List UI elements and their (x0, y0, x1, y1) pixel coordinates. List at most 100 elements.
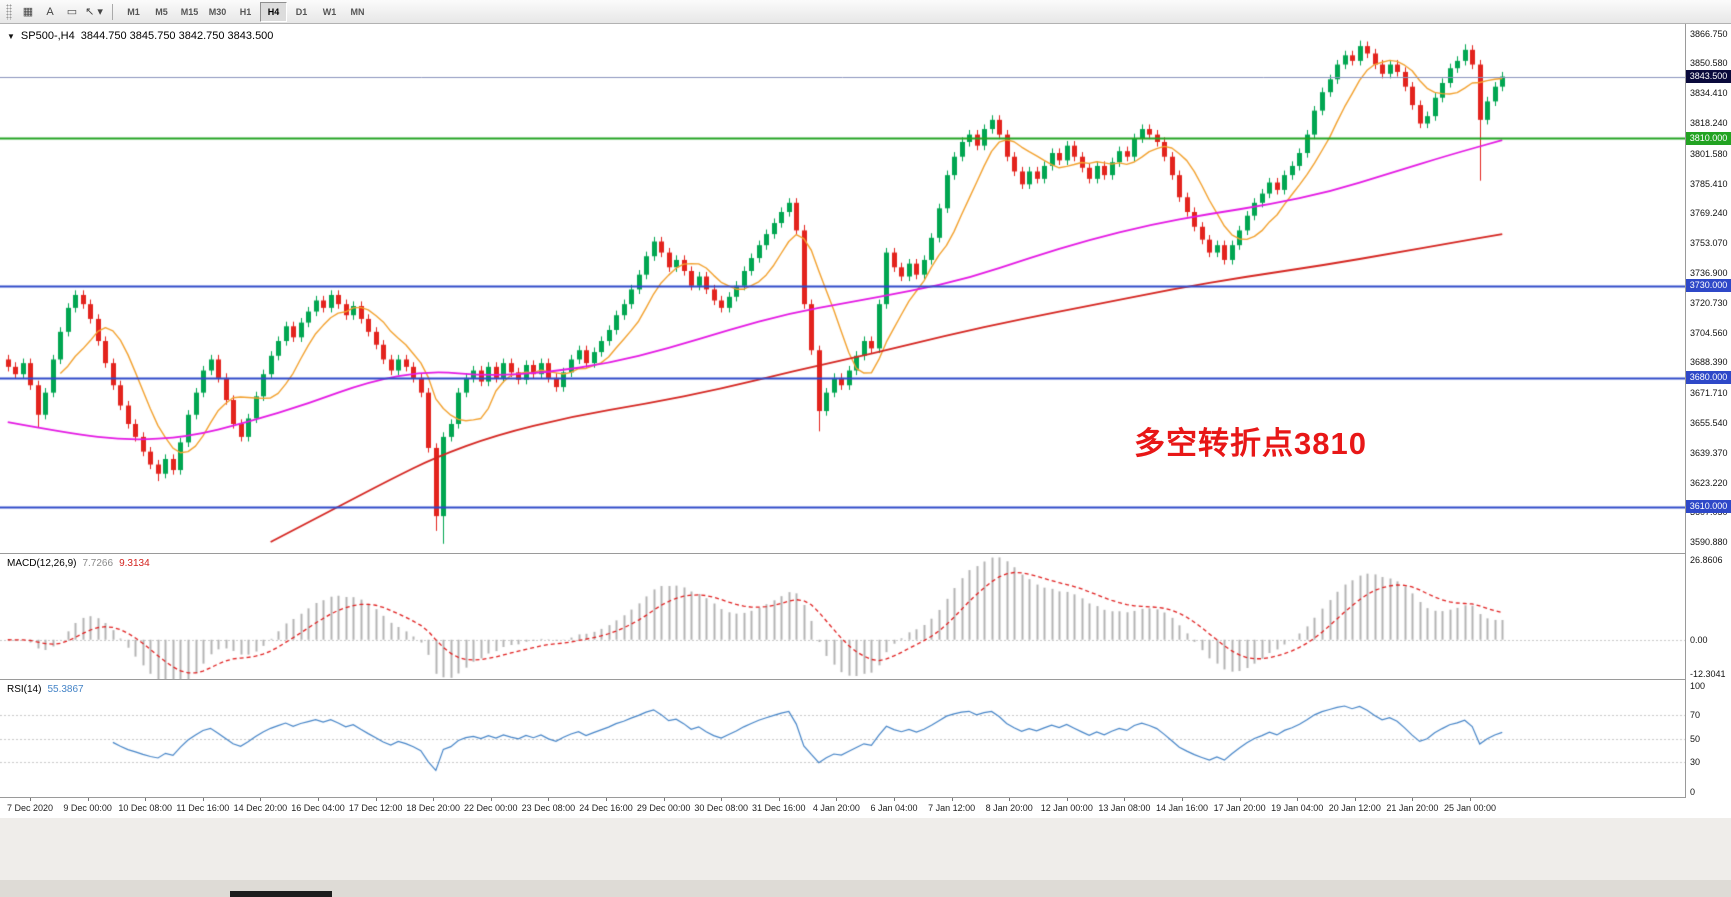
time-axis-label: 20 Jan 12:00 (1328, 803, 1381, 813)
time-tick (88, 798, 89, 801)
time-axis[interactable]: 7 Dec 2020 9 Dec 00:00 10 Dec 08:00 11 Dec … (0, 798, 1731, 818)
panel-separator[interactable] (0, 679, 1731, 680)
time-axis-label: 13 Jan 08:00 (1098, 803, 1151, 813)
price-badge-3843.500: 3843.500 (1686, 70, 1731, 84)
charts-grid-icon[interactable]: ▦ (22, 6, 34, 18)
time-axis-label: 17 Dec 12:00 (348, 803, 403, 813)
time-axis-label: 21 Jan 20:00 (1386, 803, 1439, 813)
timeframe-button-m1[interactable]: M1 (127, 6, 140, 17)
timeframe-button-h4[interactable]: H4 (260, 1, 287, 22)
time-axis-label: 9 Dec 00:00 (63, 803, 112, 813)
toolbar-grip[interactable] (6, 3, 12, 20)
price-tick-label: 3655.540 (1690, 417, 1728, 428)
time-axis-label: 4 Jan 20:00 (812, 803, 860, 813)
price-tick-label: 3769.240 (1690, 208, 1728, 219)
time-tick (836, 798, 837, 801)
time-axis-label: 25 Jan 00:00 (1443, 803, 1497, 813)
window-bottom-area (0, 818, 1731, 897)
time-tick (1297, 798, 1298, 801)
timeframe-toolbar: M1 M5 M15 M30 H1 H4 D1 W1 MN (120, 1, 371, 22)
time-tick (260, 798, 261, 801)
toolbar-separator (112, 3, 113, 20)
time-tick (1124, 798, 1125, 801)
price-badge-3810.000: 3810.000 (1686, 131, 1731, 145)
time-axis-label: 19 Jan 04:00 (1271, 803, 1324, 813)
timeframe-button-m15[interactable]: M15 (180, 6, 199, 17)
panel-separator[interactable] (0, 553, 1731, 554)
rsi-tick-label: 70 (1690, 710, 1701, 721)
macd-tick-label: 26.8606 (1690, 555, 1723, 565)
rsi-tick-label: 30 (1690, 756, 1701, 767)
time-tick (1009, 798, 1010, 801)
time-axis-label: 6 Jan 04:00 (870, 803, 918, 813)
time-tick (1412, 798, 1413, 801)
main-chart-canvas[interactable] (0, 24, 1685, 553)
macd-header: MACD(12,26,9) 7.7266 9.3134 (7, 558, 150, 569)
rsi-panel: RSI(14) 55.3867 (0, 680, 1685, 797)
time-axis-label: 31 Dec 16:00 (752, 803, 806, 813)
time-tick (779, 798, 780, 801)
rsi-tick-label: 0 (1690, 787, 1696, 797)
top-toolbar: ▦ A ▭ ↖ ▾ M1 M5 M15 M30 H1 H4 D1 W1 MN (0, 0, 1731, 24)
price-badge-3680.000: 3680.000 (1686, 371, 1731, 385)
timeframe-button-w1[interactable]: W1 (322, 6, 337, 17)
timeframe-button-h1[interactable]: H1 (239, 6, 252, 17)
main-chart-panel: ▼ SP500-,H4 3844.750 3845.750 3842.750 3… (0, 24, 1685, 553)
time-tick (1067, 798, 1068, 801)
macd-canvas[interactable] (0, 554, 1685, 679)
price-tick-label: 3639.370 (1690, 447, 1728, 458)
text-box-icon[interactable]: ▭ (66, 6, 78, 18)
annotation-text: 多空转折点3810 (1134, 426, 1367, 461)
price-tick-label: 3834.410 (1690, 88, 1728, 99)
time-axis-label: 12 Jan 00:00 (1040, 803, 1093, 813)
chart-header: ▼ SP500-,H4 3844.750 3845.750 3842.750 3… (7, 30, 273, 42)
time-axis-label: 14 Dec 20:00 (233, 803, 288, 813)
time-axis-label: 7 Jan 12:00 (928, 803, 976, 813)
price-tick-label: 3785.410 (1690, 178, 1728, 189)
time-axis-label: 11 Dec 16:00 (176, 803, 230, 813)
cursor-tool-icon[interactable]: ↖ ▾ (85, 6, 103, 18)
time-axis-label: 8 Jan 20:00 (985, 803, 1033, 813)
chart-menu-triangle-icon[interactable]: ▼ (7, 31, 15, 41)
time-axis-label: 16 Dec 04:00 (291, 803, 345, 813)
text-label-icon[interactable]: A (46, 5, 54, 18)
time-tick (952, 798, 953, 801)
time-tick (491, 798, 492, 801)
macd-main-value: 7.7266 (82, 558, 114, 569)
macd-label: MACD(12,26,9) (7, 558, 77, 569)
time-tick (1182, 798, 1183, 801)
time-tick (894, 798, 895, 801)
macd-tick-label: 0.00 (1690, 634, 1708, 645)
price-tick-label: 3590.880 (1690, 537, 1728, 548)
price-tick-label: 3704.560 (1690, 327, 1728, 338)
chart-ohlc-values: 3844.750 3845.750 3842.750 3843.500 (80, 30, 274, 42)
rsi-header: RSI(14) 55.3867 (7, 684, 84, 695)
timeframe-button-mn[interactable]: MN (350, 6, 365, 17)
price-axis-column[interactable]: 3866.750 3850.580 3834.410 3818.240 3801.580… (1685, 24, 1731, 798)
time-tick (721, 798, 722, 801)
rsi-tick-label: 100 (1690, 681, 1706, 691)
price-badge-3610.000: 3610.000 (1686, 500, 1731, 514)
time-axis-label: 23 Dec 08:00 (521, 803, 576, 813)
time-tick (30, 798, 31, 801)
time-axis-label: 17 Jan 20:00 (1213, 803, 1266, 813)
panel-separator (0, 797, 1731, 798)
price-tick-label: 3623.220 (1690, 477, 1728, 488)
time-axis-label: 18 Dec 20:00 (406, 803, 460, 813)
rsi-canvas[interactable] (0, 680, 1685, 797)
price-tick-label: 3818.240 (1690, 118, 1728, 129)
timeframe-button-d1[interactable]: D1 (295, 6, 308, 17)
price-tick-label: 3671.710 (1690, 388, 1728, 399)
timeframe-button-m5[interactable]: M5 (155, 6, 168, 17)
time-tick (1470, 798, 1471, 801)
time-tick (376, 798, 377, 801)
time-tick (318, 798, 319, 801)
time-axis-label: 7 Dec 2020 (6, 803, 54, 813)
price-tick-label: 3736.900 (1690, 268, 1728, 279)
time-tick (433, 798, 434, 801)
price-tick-label: 3720.730 (1690, 297, 1728, 308)
timeframe-button-m30[interactable]: M30 (208, 6, 227, 17)
chart-symbol-period: SP500-,H4 (20, 30, 75, 42)
price-tick-label: 3688.390 (1690, 357, 1728, 368)
price-tick-label: 3866.750 (1690, 28, 1728, 39)
